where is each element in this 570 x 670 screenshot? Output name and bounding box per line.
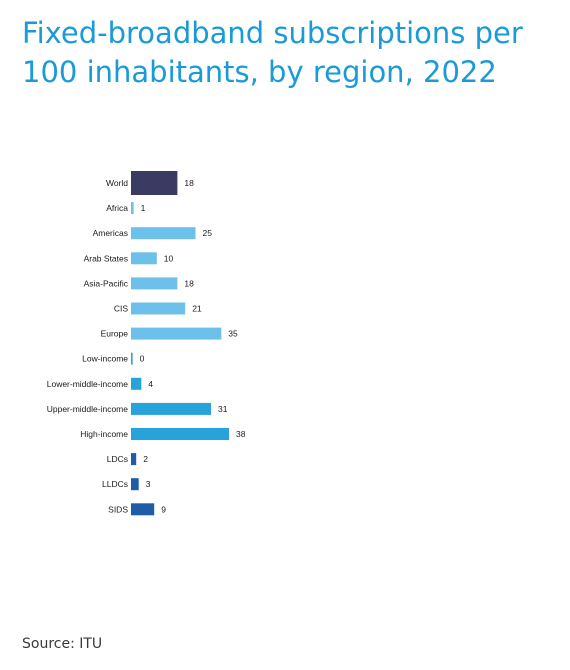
bar-chart: World 18 Africa 1 Americas 25 Arab States 10 Asi… bbox=[47, 171, 246, 516]
bar-asia-pacific bbox=[131, 277, 178, 290]
category-label-high-income: High-income bbox=[80, 429, 128, 439]
category-label-upper-middle-income: Upper-middle-income bbox=[47, 404, 129, 414]
category-label-lldcs: LLDCs bbox=[102, 479, 128, 489]
value-label-europe: 35 bbox=[228, 329, 238, 339]
bar-high-income bbox=[131, 428, 229, 440]
category-label-ldcs: LDCs bbox=[107, 454, 128, 464]
category-label-lower-middle-income: Lower-middle-income bbox=[47, 379, 129, 389]
bar-lldcs bbox=[131, 478, 139, 491]
bar-africa bbox=[131, 202, 134, 215]
value-label-arab-states: 10 bbox=[164, 253, 174, 263]
bar-arab-states bbox=[131, 252, 157, 265]
category-label-arab-states: Arab States bbox=[84, 253, 128, 263]
value-label-africa: 1 bbox=[141, 203, 146, 213]
value-label-world: 18 bbox=[184, 178, 194, 188]
value-label-high-income: 38 bbox=[236, 429, 246, 439]
chart-title: Fixed-broadband subscriptions per 100 in… bbox=[22, 16, 523, 89]
bar-lower-middle-income bbox=[131, 377, 142, 390]
bar-world bbox=[131, 171, 178, 195]
bar-sids bbox=[131, 503, 155, 516]
bar-cis bbox=[131, 302, 186, 315]
source-note: Source: ITU bbox=[22, 636, 103, 652]
value-label-cis: 21 bbox=[192, 304, 202, 314]
category-label-sids: SIDS bbox=[108, 504, 128, 514]
category-label-low-income: Low-income bbox=[82, 354, 128, 364]
value-label-ldcs: 2 bbox=[143, 454, 148, 464]
category-label-americas: Americas bbox=[93, 228, 128, 238]
value-label-low-income: 0 bbox=[140, 354, 145, 364]
category-label-europe: Europe bbox=[101, 329, 129, 339]
bar-low-income bbox=[131, 352, 133, 365]
value-label-asia-pacific: 18 bbox=[184, 278, 194, 288]
category-label-asia-pacific: Asia-Pacific bbox=[84, 278, 129, 288]
value-label-sids: 9 bbox=[161, 504, 166, 514]
value-label-upper-middle-income: 31 bbox=[218, 404, 228, 414]
value-label-americas: 25 bbox=[203, 228, 213, 238]
value-label-lldcs: 3 bbox=[146, 479, 151, 489]
category-label-cis: CIS bbox=[114, 304, 129, 314]
bar-europe bbox=[131, 327, 222, 340]
bar-ldcs bbox=[131, 453, 137, 466]
category-label-world: World bbox=[106, 178, 128, 188]
value-label-lower-middle-income: 4 bbox=[148, 379, 153, 389]
bar-americas bbox=[131, 227, 196, 240]
category-label-africa: Africa bbox=[106, 203, 128, 213]
bar-upper-middle-income bbox=[131, 402, 211, 415]
